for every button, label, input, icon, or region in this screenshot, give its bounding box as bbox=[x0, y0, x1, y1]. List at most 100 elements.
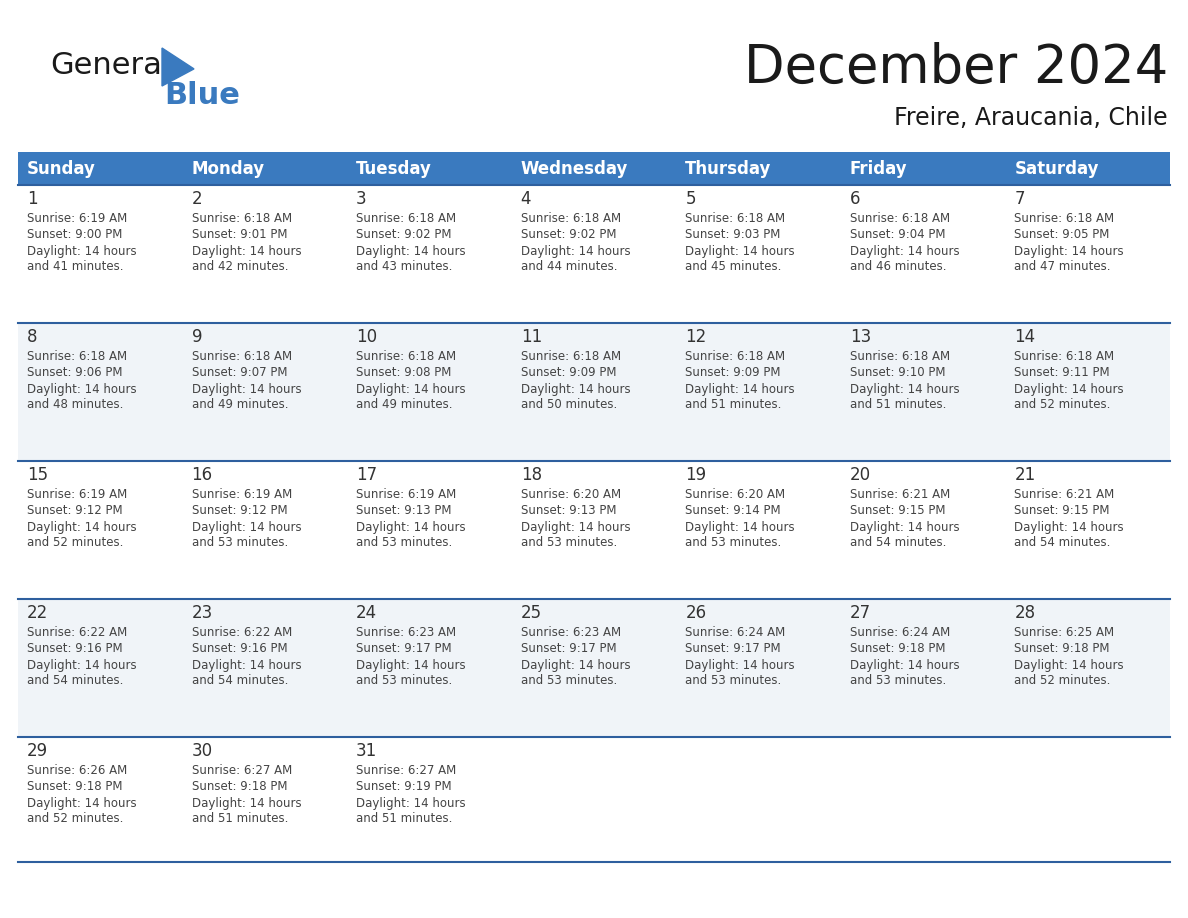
Text: Daylight: 14 hours: Daylight: 14 hours bbox=[191, 797, 302, 810]
Text: Daylight: 14 hours: Daylight: 14 hours bbox=[27, 797, 137, 810]
Text: Sunset: 9:17 PM: Sunset: 9:17 PM bbox=[520, 643, 617, 655]
Text: 9: 9 bbox=[191, 328, 202, 346]
Text: Daylight: 14 hours: Daylight: 14 hours bbox=[27, 521, 137, 533]
Text: Sunset: 9:13 PM: Sunset: 9:13 PM bbox=[520, 505, 617, 518]
Text: 7: 7 bbox=[1015, 190, 1025, 208]
Text: and 52 minutes.: and 52 minutes. bbox=[1015, 398, 1111, 411]
Text: 13: 13 bbox=[849, 328, 871, 346]
Text: Blue: Blue bbox=[164, 81, 240, 109]
Text: 14: 14 bbox=[1015, 328, 1036, 346]
Text: Sunset: 9:17 PM: Sunset: 9:17 PM bbox=[356, 643, 451, 655]
Text: Daylight: 14 hours: Daylight: 14 hours bbox=[356, 244, 466, 258]
Text: Sunset: 9:07 PM: Sunset: 9:07 PM bbox=[191, 366, 287, 379]
Text: 24: 24 bbox=[356, 604, 378, 622]
Text: and 53 minutes.: and 53 minutes. bbox=[685, 675, 782, 688]
Text: Daylight: 14 hours: Daylight: 14 hours bbox=[849, 244, 960, 258]
Text: Sunset: 9:16 PM: Sunset: 9:16 PM bbox=[191, 643, 287, 655]
Text: Sunrise: 6:24 AM: Sunrise: 6:24 AM bbox=[849, 626, 950, 640]
Text: and 54 minutes.: and 54 minutes. bbox=[27, 675, 124, 688]
Text: Sunrise: 6:18 AM: Sunrise: 6:18 AM bbox=[191, 351, 292, 364]
Text: and 53 minutes.: and 53 minutes. bbox=[685, 536, 782, 550]
Bar bbox=[18, 323, 1170, 461]
Text: 30: 30 bbox=[191, 742, 213, 760]
Text: Sunset: 9:13 PM: Sunset: 9:13 PM bbox=[356, 505, 451, 518]
Text: 18: 18 bbox=[520, 466, 542, 484]
Text: Daylight: 14 hours: Daylight: 14 hours bbox=[356, 521, 466, 533]
Text: Sunrise: 6:18 AM: Sunrise: 6:18 AM bbox=[849, 212, 950, 226]
Text: Sunset: 9:03 PM: Sunset: 9:03 PM bbox=[685, 229, 781, 241]
Text: Daylight: 14 hours: Daylight: 14 hours bbox=[520, 383, 631, 396]
Text: 16: 16 bbox=[191, 466, 213, 484]
Text: Sunday: Sunday bbox=[27, 160, 96, 177]
Bar bbox=[18, 152, 1170, 185]
Bar bbox=[18, 185, 1170, 323]
Text: Daylight: 14 hours: Daylight: 14 hours bbox=[191, 521, 302, 533]
Text: Sunset: 9:17 PM: Sunset: 9:17 PM bbox=[685, 643, 781, 655]
Text: Daylight: 14 hours: Daylight: 14 hours bbox=[356, 797, 466, 810]
Text: Sunset: 9:02 PM: Sunset: 9:02 PM bbox=[356, 229, 451, 241]
Text: Tuesday: Tuesday bbox=[356, 160, 432, 177]
Text: Sunset: 9:18 PM: Sunset: 9:18 PM bbox=[191, 780, 287, 793]
Text: 5: 5 bbox=[685, 190, 696, 208]
Text: 1: 1 bbox=[27, 190, 38, 208]
Text: Sunset: 9:04 PM: Sunset: 9:04 PM bbox=[849, 229, 946, 241]
Text: 4: 4 bbox=[520, 190, 531, 208]
Text: Sunset: 9:16 PM: Sunset: 9:16 PM bbox=[27, 643, 122, 655]
Text: and 54 minutes.: and 54 minutes. bbox=[849, 536, 946, 550]
Text: 25: 25 bbox=[520, 604, 542, 622]
Text: and 53 minutes.: and 53 minutes. bbox=[520, 675, 617, 688]
Text: Sunrise: 6:23 AM: Sunrise: 6:23 AM bbox=[356, 626, 456, 640]
Text: and 43 minutes.: and 43 minutes. bbox=[356, 261, 453, 274]
Text: and 47 minutes.: and 47 minutes. bbox=[1015, 261, 1111, 274]
Text: and 53 minutes.: and 53 minutes. bbox=[520, 536, 617, 550]
Text: and 48 minutes.: and 48 minutes. bbox=[27, 398, 124, 411]
Text: Daylight: 14 hours: Daylight: 14 hours bbox=[520, 244, 631, 258]
Text: Daylight: 14 hours: Daylight: 14 hours bbox=[1015, 244, 1124, 258]
Text: and 49 minutes.: and 49 minutes. bbox=[356, 398, 453, 411]
Text: 2: 2 bbox=[191, 190, 202, 208]
Text: 21: 21 bbox=[1015, 466, 1036, 484]
Text: and 53 minutes.: and 53 minutes. bbox=[356, 675, 453, 688]
Text: 12: 12 bbox=[685, 328, 707, 346]
Text: Sunrise: 6:27 AM: Sunrise: 6:27 AM bbox=[191, 765, 292, 778]
Text: Sunset: 9:14 PM: Sunset: 9:14 PM bbox=[685, 505, 781, 518]
Text: Sunset: 9:18 PM: Sunset: 9:18 PM bbox=[27, 780, 122, 793]
Text: and 53 minutes.: and 53 minutes. bbox=[356, 536, 453, 550]
Text: Sunset: 9:18 PM: Sunset: 9:18 PM bbox=[1015, 643, 1110, 655]
Text: and 50 minutes.: and 50 minutes. bbox=[520, 398, 617, 411]
Text: Daylight: 14 hours: Daylight: 14 hours bbox=[191, 383, 302, 396]
Text: Sunrise: 6:19 AM: Sunrise: 6:19 AM bbox=[27, 488, 127, 501]
Text: Daylight: 14 hours: Daylight: 14 hours bbox=[849, 383, 960, 396]
Text: Sunset: 9:18 PM: Sunset: 9:18 PM bbox=[849, 643, 946, 655]
Text: Daylight: 14 hours: Daylight: 14 hours bbox=[685, 658, 795, 671]
Text: Daylight: 14 hours: Daylight: 14 hours bbox=[356, 383, 466, 396]
Text: Daylight: 14 hours: Daylight: 14 hours bbox=[191, 244, 302, 258]
Text: 29: 29 bbox=[27, 742, 49, 760]
Text: Sunrise: 6:24 AM: Sunrise: 6:24 AM bbox=[685, 626, 785, 640]
Polygon shape bbox=[162, 48, 194, 86]
Text: Sunrise: 6:18 AM: Sunrise: 6:18 AM bbox=[685, 212, 785, 226]
Text: Freire, Araucania, Chile: Freire, Araucania, Chile bbox=[895, 106, 1168, 130]
Text: Daylight: 14 hours: Daylight: 14 hours bbox=[685, 244, 795, 258]
Text: 20: 20 bbox=[849, 466, 871, 484]
Text: Sunset: 9:02 PM: Sunset: 9:02 PM bbox=[520, 229, 617, 241]
Text: Sunrise: 6:21 AM: Sunrise: 6:21 AM bbox=[1015, 488, 1114, 501]
Text: Sunrise: 6:20 AM: Sunrise: 6:20 AM bbox=[685, 488, 785, 501]
Text: 10: 10 bbox=[356, 328, 378, 346]
Text: and 46 minutes.: and 46 minutes. bbox=[849, 261, 947, 274]
Text: Sunrise: 6:21 AM: Sunrise: 6:21 AM bbox=[849, 488, 950, 501]
Text: Sunrise: 6:18 AM: Sunrise: 6:18 AM bbox=[27, 351, 127, 364]
Text: Sunset: 9:15 PM: Sunset: 9:15 PM bbox=[1015, 505, 1110, 518]
Text: and 42 minutes.: and 42 minutes. bbox=[191, 261, 287, 274]
Text: and 41 minutes.: and 41 minutes. bbox=[27, 261, 124, 274]
Text: Sunset: 9:11 PM: Sunset: 9:11 PM bbox=[1015, 366, 1110, 379]
Text: Sunset: 9:12 PM: Sunset: 9:12 PM bbox=[27, 505, 122, 518]
Text: Sunset: 9:12 PM: Sunset: 9:12 PM bbox=[191, 505, 287, 518]
Text: Daylight: 14 hours: Daylight: 14 hours bbox=[1015, 383, 1124, 396]
Text: 6: 6 bbox=[849, 190, 860, 208]
Text: Daylight: 14 hours: Daylight: 14 hours bbox=[27, 244, 137, 258]
Text: Sunset: 9:05 PM: Sunset: 9:05 PM bbox=[1015, 229, 1110, 241]
Text: Sunset: 9:08 PM: Sunset: 9:08 PM bbox=[356, 366, 451, 379]
Text: 31: 31 bbox=[356, 742, 378, 760]
Text: Daylight: 14 hours: Daylight: 14 hours bbox=[520, 521, 631, 533]
